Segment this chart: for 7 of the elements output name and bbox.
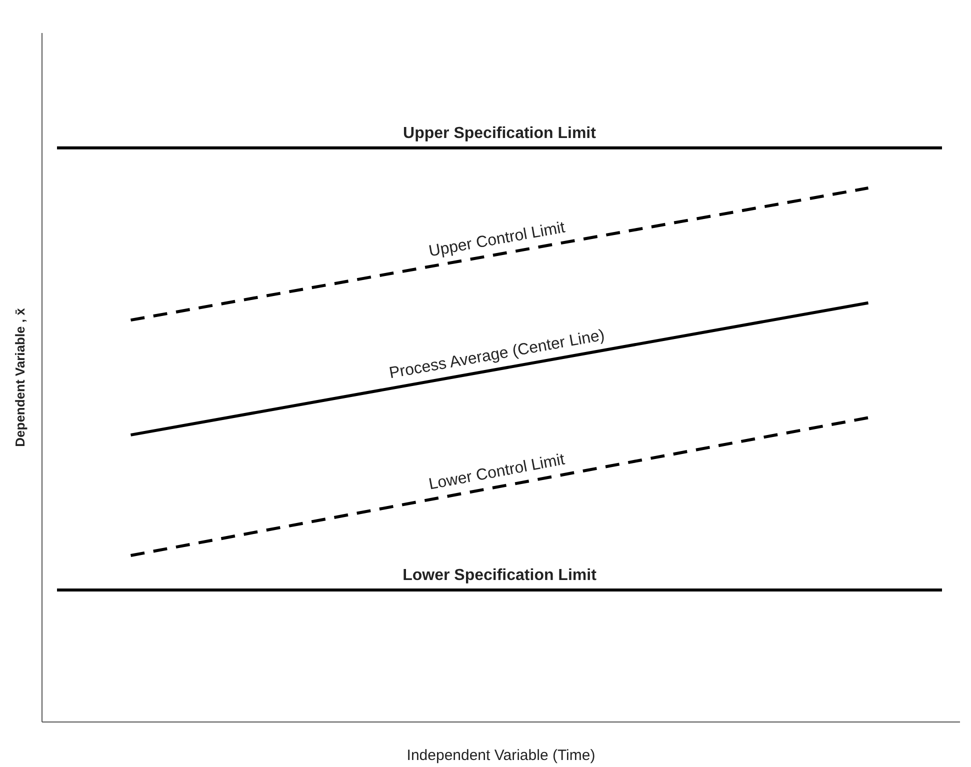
- text: Process Average (Center Line): [388, 326, 606, 382]
- series-label: Upper Specification Limit: [403, 124, 597, 142]
- x-axis-title: Independent Variable (Time): [406, 747, 596, 764]
- series-label: Lower Specification Limit: [402, 566, 598, 584]
- text: Upper Control Limit: [428, 219, 567, 260]
- y-axis-title: Dependent Variable , x̄: [12, 307, 28, 447]
- text: Lower Control Limit: [428, 451, 567, 494]
